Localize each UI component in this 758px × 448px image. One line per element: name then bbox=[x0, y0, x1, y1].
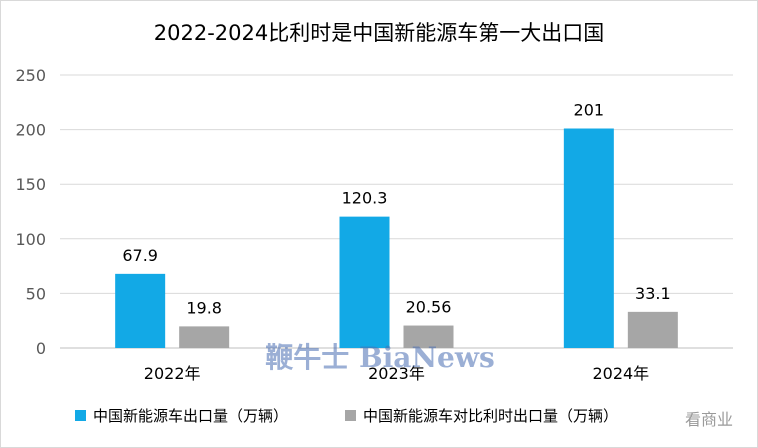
data-label: 120.3 bbox=[342, 189, 388, 208]
y-tick-label: 100 bbox=[15, 230, 46, 249]
y-axis-ticks: 0 50 100 150 200 250 bbox=[15, 66, 46, 358]
bar-export-total bbox=[563, 128, 614, 348]
legend-label: 中国新能源车出口量（万辆） bbox=[93, 407, 288, 425]
legend-label: 中国新能源车对比利时出口量（万辆） bbox=[363, 407, 618, 425]
y-tick-label: 250 bbox=[15, 66, 46, 85]
bar-export-belgium bbox=[627, 311, 678, 348]
data-label: 20.56 bbox=[406, 298, 452, 317]
y-tick-label: 50 bbox=[26, 284, 46, 303]
data-label: 67.9 bbox=[122, 246, 158, 265]
x-axis-categories: 2022年 2023年 2024年 bbox=[144, 364, 649, 383]
gridlines bbox=[60, 74, 733, 349]
y-tick-label: 150 bbox=[15, 175, 46, 194]
legend-swatch bbox=[75, 410, 86, 421]
x-category-label: 2023年 bbox=[368, 364, 425, 383]
data-label: 201 bbox=[574, 101, 605, 120]
bar-export-total bbox=[115, 273, 166, 348]
bars bbox=[115, 128, 678, 348]
y-tick-label: 0 bbox=[36, 339, 46, 358]
watermark: 鞭牛士 BiaNews bbox=[265, 341, 494, 374]
data-label: 19.8 bbox=[186, 298, 222, 317]
watermark-corner: 看商业 bbox=[685, 410, 733, 429]
data-label: 33.1 bbox=[635, 284, 671, 303]
x-category-label: 2022年 bbox=[144, 364, 201, 383]
bar-export-total bbox=[339, 216, 390, 348]
y-tick-label: 200 bbox=[15, 121, 46, 140]
data-labels: 67.9 19.8 120.3 20.56 201 33.1 bbox=[122, 101, 670, 318]
legend: 中国新能源车出口量（万辆） 中国新能源车对比利时出口量（万辆） bbox=[75, 407, 618, 425]
bar-export-belgium bbox=[403, 325, 454, 348]
legend-swatch bbox=[345, 410, 356, 421]
chart-title: 2022-2024比利时是中国新能源车第一大出口国 bbox=[154, 21, 604, 45]
x-category-label: 2024年 bbox=[592, 364, 649, 383]
bar-export-belgium bbox=[179, 326, 230, 348]
